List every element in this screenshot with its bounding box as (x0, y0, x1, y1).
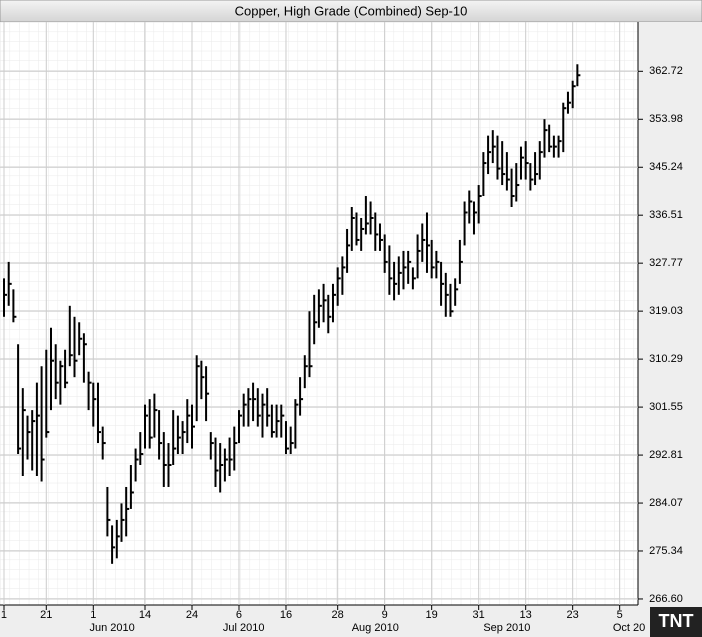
month-label: Aug 2010 (352, 622, 399, 634)
y-tick-label: 345.24 (649, 161, 683, 173)
y-tick-label: 310.29 (649, 353, 683, 365)
x-tick-label: 28 (332, 609, 344, 621)
logo: TNT (659, 611, 694, 631)
x-tick-label: 23 (567, 609, 579, 621)
y-axis-panel (638, 22, 702, 605)
month-label: Jun 2010 (89, 622, 134, 634)
y-tick-label: 362.72 (649, 65, 683, 77)
x-tick-label: 5 (617, 609, 623, 621)
x-tick-label: 31 (473, 609, 485, 621)
x-tick-label: 19 (426, 609, 438, 621)
x-tick-label: 1 (1, 609, 7, 621)
x-tick-label: 6 (236, 609, 242, 621)
chart-title: Copper, High Grade (Combined) Sep-10 (235, 3, 468, 18)
month-label: Oct 20 (613, 622, 645, 634)
grid (0, 22, 638, 605)
x-tick-label: 24 (186, 609, 198, 621)
labels: 266.60 275.34 284.07 292.81 301.55 310.29 319.… (1, 65, 683, 634)
y-tick-label: 327.77 (649, 257, 683, 269)
month-label: Jul 2010 (223, 622, 265, 634)
y-tick-label: 336.51 (649, 209, 683, 221)
bars (2, 64, 581, 564)
y-tick-label: 319.03 (649, 305, 683, 317)
logo-box (650, 607, 702, 637)
x-tick-label: 9 (382, 609, 388, 621)
y-tick-label: 275.34 (649, 545, 683, 557)
x-tick-label: 13 (520, 609, 532, 621)
month-label: Sep 2010 (483, 622, 530, 634)
y-tick-label: 301.55 (649, 401, 683, 413)
x-tick-label: 14 (139, 609, 151, 621)
x-tick-label: 21 (40, 609, 52, 621)
x-tick-label: 16 (280, 609, 292, 621)
y-tick-label: 292.81 (649, 449, 683, 461)
y-tick-label: 266.60 (649, 593, 683, 605)
x-axis-panel (0, 605, 702, 637)
y-tick-label: 353.98 (649, 113, 683, 125)
x-tick-label: 1 (90, 609, 96, 621)
y-tick-label: 284.07 (649, 497, 683, 509)
